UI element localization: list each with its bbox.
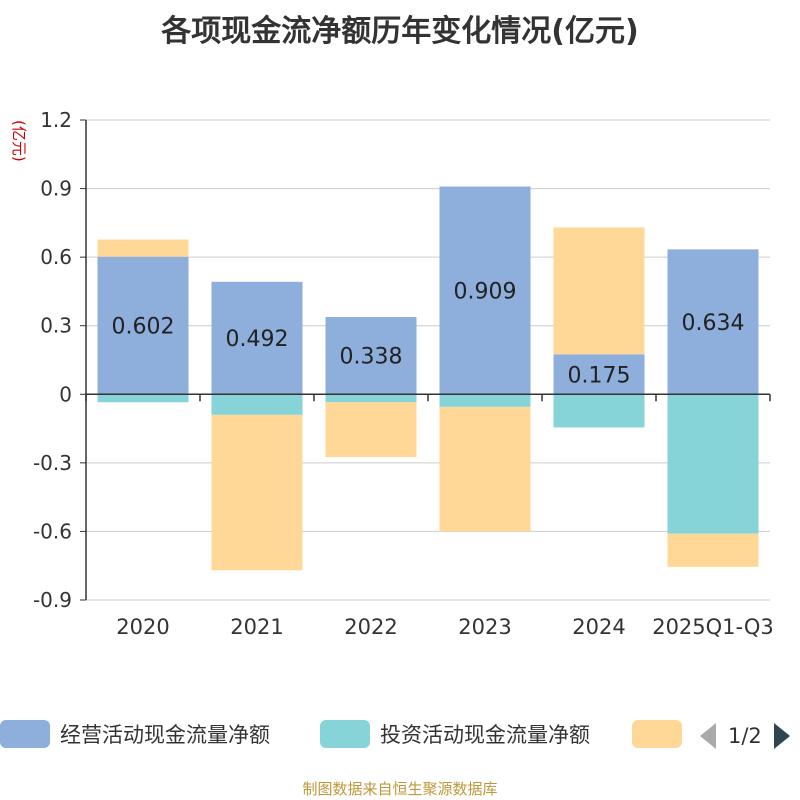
x-tick-label: 2020 — [116, 615, 169, 639]
y-tick-label: -0.3 — [33, 451, 72, 475]
x-tick-label: 2024 — [572, 615, 625, 639]
data-label-operating-2022: 0.338 — [340, 345, 403, 370]
legend: 经营活动现金流量净额 投资活动现金流量净额 1/2 — [0, 716, 800, 756]
bar-investing-2023 — [439, 394, 531, 407]
y-tick-label: 0.3 — [40, 314, 72, 338]
x-tick-label: 2022 — [344, 615, 397, 639]
legend-label-investing: 投资活动现金流量净额 — [380, 723, 590, 747]
bar-financing-2025Q1-Q3 — [667, 533, 759, 567]
bar-operating-2020 — [97, 256, 189, 395]
bar-financing-2023 — [439, 406, 531, 532]
legend-swatch-financing — [632, 720, 682, 748]
source-note: 制图数据来自恒生聚源数据库 — [302, 780, 498, 798]
bar-investing-2021 — [211, 394, 303, 415]
x-tick-label: 2021 — [230, 615, 283, 639]
data-label-operating-2020: 0.602 — [112, 314, 175, 339]
bar-financing-2022 — [325, 402, 417, 458]
bar-operating-2024 — [553, 354, 645, 395]
legend-label-operating: 经营活动现金流量净额 — [60, 723, 270, 747]
bar-financing-2024 — [553, 227, 645, 355]
x-tick-label: 2023 — [458, 615, 511, 639]
y-tick-label: -0.9 — [33, 588, 72, 612]
legend-next-page-icon[interactable] — [773, 723, 790, 749]
legend-swatch-operating — [0, 720, 50, 748]
bar-operating-2022 — [325, 317, 417, 395]
data-label-operating-2025Q1-Q3: 0.634 — [682, 311, 745, 336]
data-label-operating-2023: 0.909 — [454, 279, 517, 304]
y-tick-label: 0.9 — [40, 177, 72, 201]
legend-page-indicator: 1/2 — [728, 724, 762, 748]
bar-investing-2022 — [325, 394, 417, 403]
legend-prev-page-icon[interactable] — [700, 723, 716, 749]
data-label-operating-2021: 0.492 — [226, 327, 289, 352]
y-tick-label: 0 — [59, 382, 72, 406]
bar-operating-2023 — [439, 186, 531, 395]
bar-financing-2020 — [97, 239, 189, 257]
legend-swatch-investing — [320, 720, 370, 748]
data-label-operating-2024: 0.175 — [568, 363, 631, 388]
chart-title: 各项现金流净额历年变化情况(亿元) — [161, 14, 639, 49]
y-tick-label: 0.6 — [40, 245, 72, 269]
chart-plot: 1.2 0.9 0.6 0.3 0 -0.3 -0.6 -0.9 (亿元) 0.602 0.492 0… — [10, 108, 774, 639]
legend-item-operating[interactable]: 经营活动现金流量净额 — [0, 716, 270, 752]
legend-pager: 1/2 — [700, 718, 790, 754]
bar-financing-2021 — [211, 414, 303, 571]
bar-investing-2024 — [553, 394, 645, 428]
y-tick-label: 1.2 — [40, 108, 72, 132]
bar-investing-2025Q1-Q3 — [667, 394, 759, 534]
bar-operating-2025Q1-Q3 — [667, 249, 759, 395]
legend-item-financing[interactable] — [632, 716, 692, 752]
x-tick-label: 2025Q1-Q3 — [652, 615, 774, 639]
bar-operating-2021 — [211, 281, 303, 395]
y-tick-label: -0.6 — [33, 519, 72, 543]
bar-investing-2020 — [97, 394, 189, 403]
y-axis-label: (亿元) — [10, 120, 28, 162]
legend-item-investing[interactable]: 投资活动现金流量净额 — [320, 716, 590, 752]
